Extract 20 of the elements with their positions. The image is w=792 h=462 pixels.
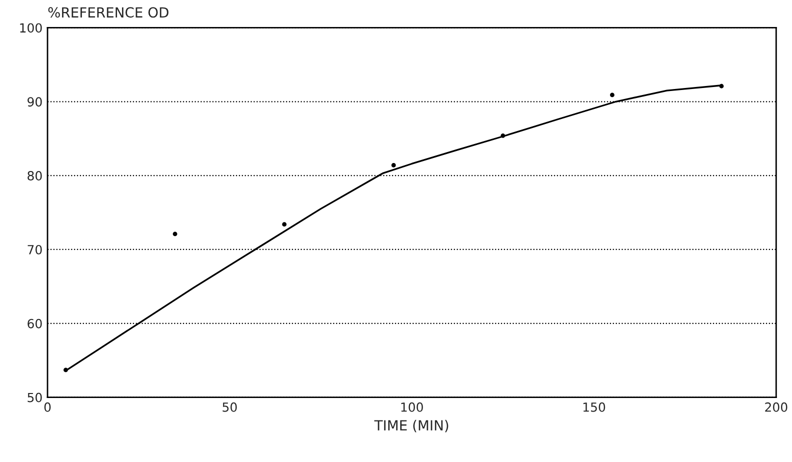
x-tick-label: 100 (401, 402, 423, 412)
y-tick-label: 50 (28, 392, 42, 402)
y-tick-label: 90 (28, 97, 42, 107)
point (719, 84, 724, 88)
point (391, 163, 396, 168)
x-tick-label: 50 (222, 402, 237, 412)
y-tick-label: 100 (20, 23, 42, 33)
y-tick-label: 80 (28, 171, 42, 180)
y-tick-label: 60 (28, 318, 42, 328)
y-axis-title: %REFERENCE OD (48, 7, 168, 18)
point (610, 92, 614, 98)
x-tick-label: 200 (765, 402, 788, 412)
point (64, 368, 68, 372)
point (282, 222, 287, 227)
point (500, 133, 506, 138)
x-axis-title: TIME (MIN) (374, 420, 448, 432)
point (172, 232, 178, 236)
x-tick-label: 0 (44, 402, 51, 412)
x-tick-label: 150 (583, 402, 606, 412)
y-tick-label: 70 (28, 244, 42, 254)
